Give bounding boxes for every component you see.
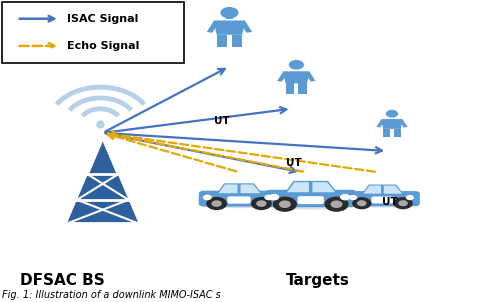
Polygon shape [214,21,245,35]
Circle shape [393,197,413,209]
Circle shape [340,194,350,201]
Circle shape [269,194,279,201]
Polygon shape [206,21,219,33]
Polygon shape [226,18,233,19]
Polygon shape [362,185,404,194]
Circle shape [398,200,408,206]
Ellipse shape [206,205,272,208]
Polygon shape [277,72,288,82]
Circle shape [386,110,398,118]
Polygon shape [217,35,227,47]
FancyBboxPatch shape [371,197,393,204]
Polygon shape [293,69,299,70]
Polygon shape [240,21,252,33]
FancyBboxPatch shape [227,196,250,204]
Polygon shape [384,186,402,194]
Circle shape [352,197,371,209]
Circle shape [279,201,291,208]
Circle shape [206,197,227,210]
Polygon shape [283,71,310,83]
Polygon shape [240,185,260,193]
Ellipse shape [351,204,413,207]
Circle shape [273,197,297,212]
Circle shape [330,201,343,208]
Polygon shape [298,83,307,94]
Polygon shape [285,181,337,193]
Polygon shape [232,35,242,47]
Text: UT: UT [286,158,302,168]
Polygon shape [383,129,391,137]
Circle shape [211,200,222,207]
FancyBboxPatch shape [199,191,279,207]
FancyBboxPatch shape [345,191,420,206]
Circle shape [256,200,267,207]
Polygon shape [217,183,262,194]
Circle shape [289,60,304,69]
Polygon shape [305,72,315,82]
Polygon shape [363,186,381,194]
Text: DFSAC BS: DFSAC BS [20,273,105,288]
Circle shape [203,194,212,200]
Polygon shape [393,129,401,137]
Ellipse shape [272,205,349,210]
Circle shape [357,200,367,206]
Text: Echo Signal: Echo Signal [67,41,139,51]
FancyBboxPatch shape [297,196,324,204]
Polygon shape [381,119,403,129]
FancyBboxPatch shape [265,190,356,207]
Polygon shape [218,185,238,193]
Circle shape [264,194,273,200]
Polygon shape [399,120,407,127]
Circle shape [251,197,272,210]
Polygon shape [286,83,294,94]
Polygon shape [313,182,335,192]
Polygon shape [287,182,309,192]
Circle shape [406,195,414,200]
Polygon shape [377,120,385,127]
Circle shape [220,7,239,18]
Polygon shape [67,139,139,223]
Text: UT: UT [382,197,397,207]
Circle shape [325,197,348,212]
Text: Fig. 1: Illustration of a downlink MIMO-ISAC s: Fig. 1: Illustration of a downlink MIMO-… [2,291,221,300]
Text: UT: UT [215,116,230,126]
FancyBboxPatch shape [2,2,184,63]
Text: ISAC Signal: ISAC Signal [67,14,138,24]
Text: Targets: Targets [286,273,350,288]
Circle shape [349,195,357,200]
